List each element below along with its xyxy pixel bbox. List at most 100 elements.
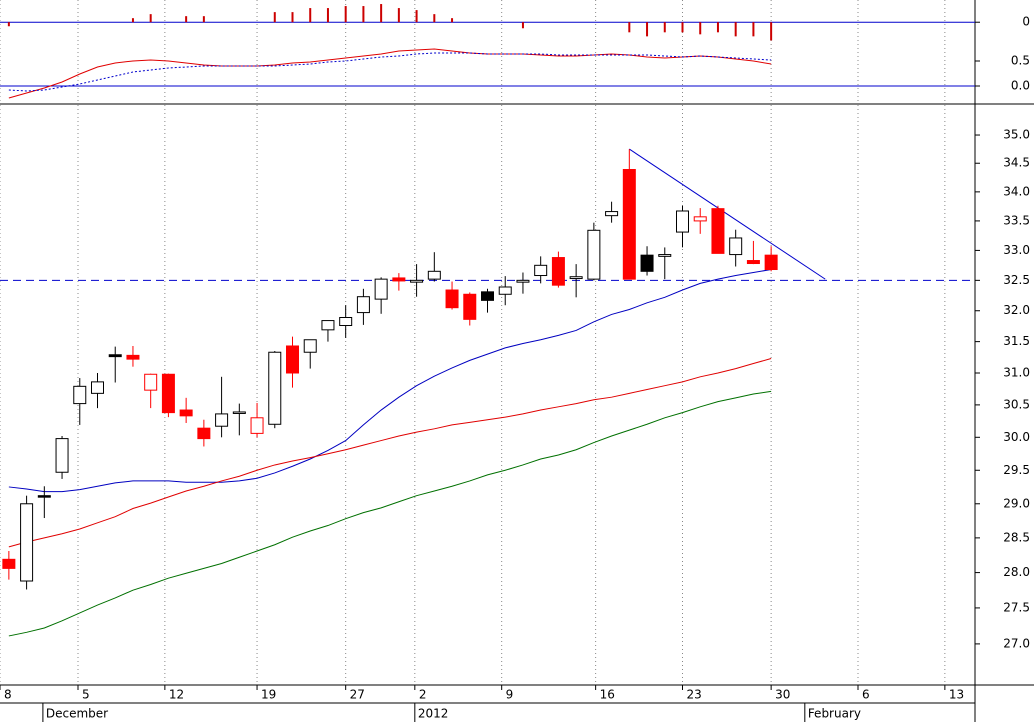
y-tick-label: 0.5 (1011, 54, 1030, 68)
candle-body (711, 208, 725, 254)
month-label: February (808, 707, 861, 721)
histogram-bar (309, 8, 312, 23)
histogram-bar (752, 22, 755, 37)
histogram-bar (380, 4, 383, 23)
histogram-bar (291, 12, 294, 23)
candle-body (2, 558, 16, 569)
histogram-bar (131, 18, 134, 23)
candle-body (392, 277, 406, 282)
x-tick-label: 12 (169, 688, 184, 702)
candle-body (605, 211, 619, 217)
y-tick-label: 35.0 (1003, 128, 1030, 142)
candle-body (569, 276, 583, 280)
histogram-bar (326, 8, 329, 23)
month-label: 2012 (418, 707, 449, 721)
candle-body (729, 237, 743, 256)
y-tick-label: 30.5 (1003, 397, 1030, 411)
candle-body (676, 210, 689, 233)
candle-body (232, 411, 246, 414)
candle-body (551, 257, 565, 286)
x-tick-label: 13 (949, 688, 964, 702)
candle-body (746, 260, 760, 265)
candle-body (622, 169, 636, 280)
macd-line (8, 48, 772, 99)
candle-body (498, 286, 512, 295)
candle-body (321, 320, 335, 331)
candle-body (197, 427, 211, 440)
candle-body (108, 354, 122, 358)
y-tick-label: 0.0 (1011, 79, 1030, 93)
candle-body (339, 316, 353, 327)
y-tick-label: 27.5 (1003, 600, 1030, 614)
y-tick-label: 31.0 (1003, 366, 1030, 380)
histogram-bar (185, 16, 188, 23)
candle-body (161, 373, 175, 414)
x-tick-label: 30 (775, 688, 790, 702)
histogram-bar (202, 16, 205, 23)
x-tick-label: 9 (506, 688, 514, 702)
candle-body (215, 413, 229, 427)
x-tick-label: 27 (350, 688, 365, 702)
histogram-bar (415, 10, 418, 23)
candle-body (658, 254, 672, 257)
candle-body (481, 291, 494, 301)
histogram-bar (451, 18, 454, 23)
candle-body (55, 438, 69, 473)
histogram-bar (149, 14, 152, 23)
histogram-bar (521, 22, 524, 29)
histogram-bar (716, 22, 719, 33)
candle-body (374, 278, 388, 300)
candle-body (445, 289, 459, 309)
y-tick-label: 27.0 (1003, 636, 1030, 650)
histogram-bar (433, 14, 436, 23)
reference-line (629, 148, 826, 280)
moving-average (8, 390, 772, 637)
candle-body (410, 279, 424, 283)
macd-line (8, 52, 772, 92)
candle-body (427, 270, 441, 280)
candle-body (640, 254, 654, 272)
histogram-bar (628, 22, 631, 33)
candle-body (73, 385, 87, 405)
candle-body (268, 351, 282, 425)
candle-body (250, 417, 264, 434)
x-tick-label: 19 (261, 688, 276, 702)
y-tick-label: 34.5 (1003, 156, 1030, 170)
y2-tick-label: 0 (1022, 15, 1030, 29)
y-tick-label: 28.5 (1003, 530, 1030, 544)
candle-body (356, 296, 370, 314)
y-tick-label: 29.0 (1003, 496, 1030, 510)
histogram-bar (397, 8, 400, 23)
histogram-bar (273, 12, 276, 23)
histogram-bar (646, 22, 649, 37)
candle-body (764, 254, 778, 271)
histogram-bar (734, 22, 737, 37)
moving-average (8, 358, 772, 548)
y-tick-label: 29.5 (1003, 463, 1030, 477)
candle-body (516, 279, 530, 283)
y-tick-label: 31.5 (1003, 334, 1030, 348)
candle-body (179, 409, 193, 417)
histogram-bar (681, 22, 684, 33)
x-tick-label: 5 (82, 688, 90, 702)
histogram-bar (663, 22, 666, 33)
candle-body (303, 339, 317, 353)
x-tick-label: 16 (600, 688, 615, 702)
x-tick-label: 23 (687, 688, 702, 702)
x-tick-label: 6 (862, 688, 870, 702)
month-label: December (46, 707, 108, 721)
candle-body (37, 495, 51, 498)
y-tick-label: 28.0 (1003, 565, 1030, 579)
candle-body (693, 216, 707, 222)
histogram-bar (7, 22, 10, 27)
candle-body (534, 264, 548, 277)
y-tick-label: 33.0 (1003, 243, 1030, 257)
y-tick-label: 33.5 (1003, 213, 1030, 227)
candle-body (91, 381, 104, 394)
candle-body (286, 345, 299, 374)
candle-body (587, 229, 601, 280)
x-tick-label: 8 (4, 688, 12, 702)
y-tick-label: 34.0 (1003, 184, 1030, 198)
